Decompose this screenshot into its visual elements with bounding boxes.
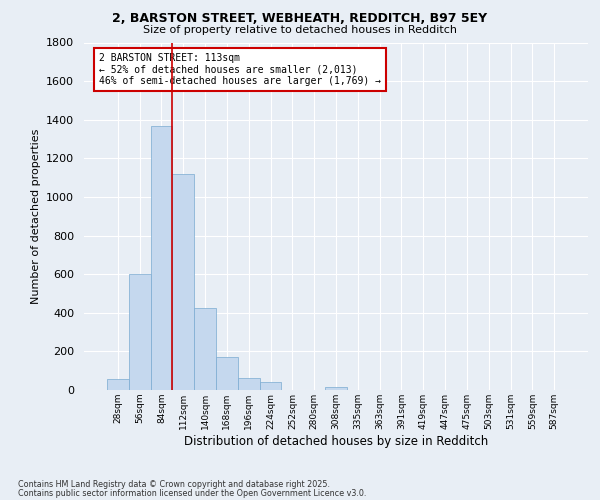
Bar xyxy=(194,308,216,390)
Text: Contains public sector information licensed under the Open Government Licence v3: Contains public sector information licen… xyxy=(18,488,367,498)
Bar xyxy=(151,126,172,390)
Bar xyxy=(238,378,260,390)
Bar xyxy=(107,380,129,390)
X-axis label: Distribution of detached houses by size in Redditch: Distribution of detached houses by size … xyxy=(184,434,488,448)
Bar xyxy=(216,357,238,390)
Text: Contains HM Land Registry data © Crown copyright and database right 2025.: Contains HM Land Registry data © Crown c… xyxy=(18,480,330,489)
Text: Size of property relative to detached houses in Redditch: Size of property relative to detached ho… xyxy=(143,25,457,35)
Text: 2 BARSTON STREET: 113sqm
← 52% of detached houses are smaller (2,013)
46% of sem: 2 BARSTON STREET: 113sqm ← 52% of detach… xyxy=(99,53,381,86)
Bar xyxy=(129,274,151,390)
Bar xyxy=(325,387,347,390)
Y-axis label: Number of detached properties: Number of detached properties xyxy=(31,128,41,304)
Bar xyxy=(260,382,281,390)
Bar xyxy=(172,174,194,390)
Text: 2, BARSTON STREET, WEBHEATH, REDDITCH, B97 5EY: 2, BARSTON STREET, WEBHEATH, REDDITCH, B… xyxy=(112,12,488,26)
